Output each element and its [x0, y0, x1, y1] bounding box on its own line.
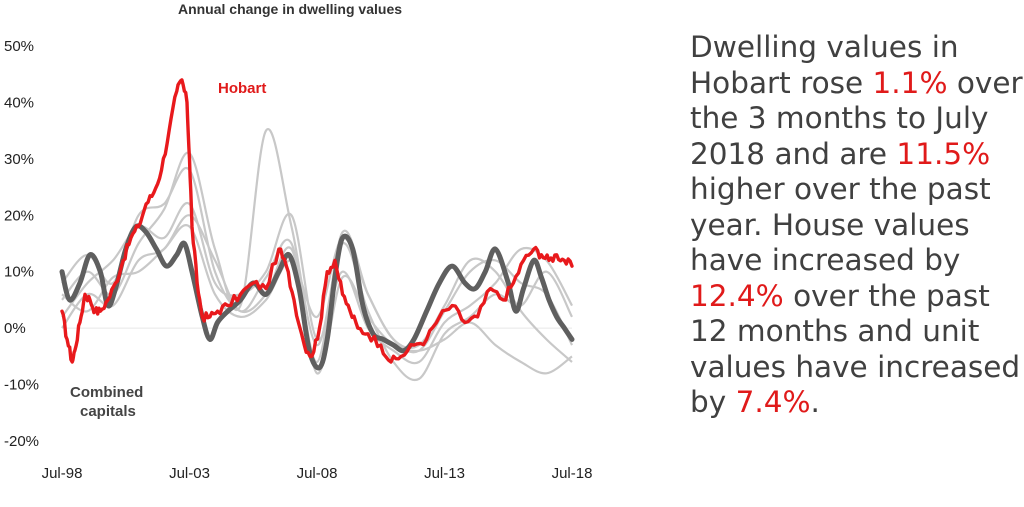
x-tick-label: Jul-18	[552, 465, 593, 482]
x-axis-ticks: Jul-98 Jul-03 Jul-08 Jul-13 Jul-18	[42, 465, 593, 482]
house-values-change: 12.4%	[690, 278, 784, 313]
y-tick-label: 20%	[4, 207, 34, 224]
other-capital-series	[61, 127, 573, 382]
other-capital-series	[61, 223, 573, 363]
other-capital-series	[61, 166, 573, 364]
combined-capitals-annotation-line2: capitals	[80, 403, 136, 420]
y-tick-label: 40%	[4, 94, 34, 111]
x-tick-label: Jul-03	[169, 465, 210, 482]
other-capital-series	[61, 214, 573, 375]
y-axis-ticks: 50% 40% 30% 20% 10% 0% -10% -20%	[4, 38, 39, 450]
hobart-quarterly-change: 1.1%	[872, 65, 948, 100]
commentary-text: Dwelling values in Hobart rose 1.1% over…	[690, 30, 1024, 421]
y-tick-label: -20%	[4, 433, 39, 450]
commentary-text-1: Dwelling values in Hobart rose	[690, 30, 959, 100]
hobart-series	[60, 78, 574, 364]
combined-capitals-series	[59, 223, 575, 371]
commentary-text-3: higher over the past year. House values …	[690, 172, 991, 277]
combined-capitals-line	[59, 223, 575, 371]
dwelling-values-chart: Annual change in dwelling values 50% 40% 3…	[4, 1, 593, 482]
commentary-text-2: over the 3 months to July 2018 and are	[690, 65, 1023, 171]
x-tick-label: Jul-13	[424, 465, 465, 482]
hobart-annual-change: 11.5%	[896, 136, 991, 171]
hobart-line	[60, 78, 574, 364]
commentary-text-5: .	[810, 385, 820, 419]
y-tick-label: 30%	[4, 151, 34, 168]
combined-capitals-annotation: Combined	[70, 384, 143, 401]
y-tick-label: 50%	[4, 38, 34, 55]
y-tick-label: -10%	[4, 377, 39, 394]
y-tick-label: 10%	[4, 264, 34, 281]
other-capitals-lines	[61, 127, 573, 382]
unit-values-change: 7.4%	[735, 385, 811, 419]
chart-title: Annual change in dwelling values	[178, 1, 402, 17]
x-tick-label: Jul-08	[297, 465, 338, 482]
other-capital-series	[61, 202, 573, 365]
hobart-annotation: Hobart	[218, 80, 266, 97]
y-tick-label: 0%	[4, 320, 26, 337]
commentary-text-4: over the past 12 months and unit values …	[690, 278, 1021, 420]
x-tick-label: Jul-98	[42, 465, 83, 482]
